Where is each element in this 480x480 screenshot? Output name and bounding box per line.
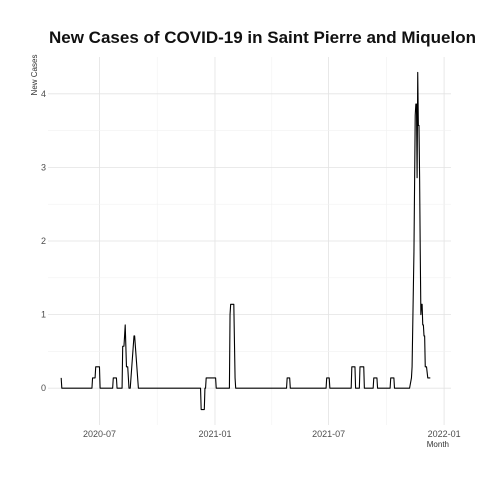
gridlines — [48, 57, 451, 425]
x-axis-title: Month — [427, 440, 449, 449]
x-tick-label: 2021-01 — [198, 429, 231, 439]
x-tick-label: 2021-07 — [312, 429, 345, 439]
y-tick-label: 2 — [41, 236, 46, 246]
y-tick-label: 3 — [41, 162, 46, 172]
y-tick-label: 0 — [41, 383, 46, 393]
y-tick-label: 4 — [41, 89, 46, 99]
series-lines — [60, 71, 431, 411]
chart-title: New Cases of COVID-19 in Saint Pierre an… — [49, 28, 476, 47]
x-tick-label: 2022-01 — [428, 429, 461, 439]
tick-labels: 2020-07 2021-01 2021-07 2022-01 0 1 2 3 4 — [41, 89, 461, 439]
y-axis-title: New Cases — [30, 55, 39, 96]
x-tick-label: 2020-07 — [83, 429, 116, 439]
y-tick-label: 1 — [41, 310, 46, 320]
series-line — [60, 71, 431, 411]
